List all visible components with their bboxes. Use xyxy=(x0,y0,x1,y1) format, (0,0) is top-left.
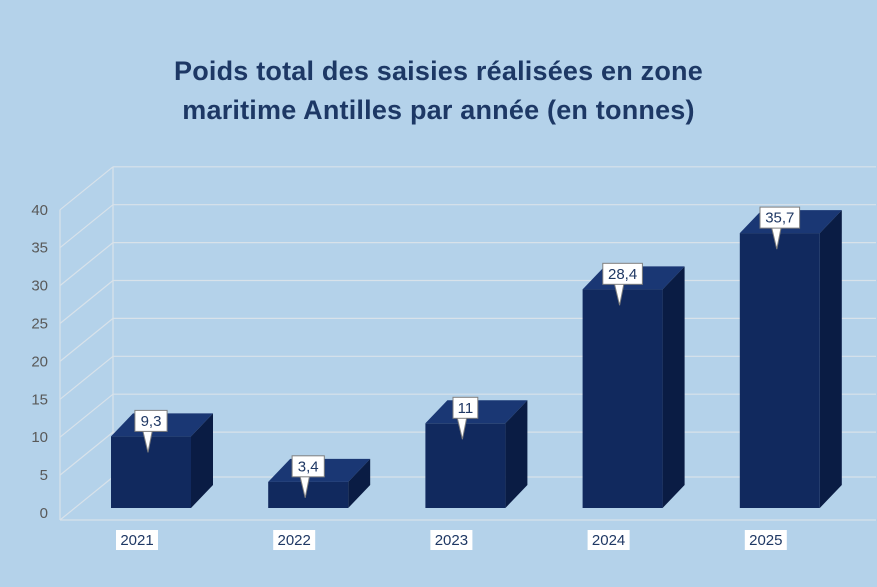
data-label-callout-2024: 28,4 xyxy=(602,262,643,306)
sidewall-gridline-0 xyxy=(59,476,114,521)
chart-title: Poids total des saisies réalisées en zon… xyxy=(0,52,877,130)
y-axis-tick-label-20: 20 xyxy=(31,353,48,370)
data-label-value: 9,3 xyxy=(141,413,162,430)
data-label-callout-2022: 3,4 xyxy=(291,455,325,498)
data-label-value: 35,7 xyxy=(765,210,794,227)
chart-title-line-2: maritime Antilles par année (en tonnes) xyxy=(182,95,695,125)
bar-front-face xyxy=(111,436,191,508)
x-axis-label-chip xyxy=(587,530,630,550)
sidewall-gridline-20 xyxy=(59,317,114,362)
data-label-value: 28,4 xyxy=(608,266,637,283)
x-axis-label-chip xyxy=(116,530,158,550)
y-axis-tick-label-10: 10 xyxy=(31,429,48,446)
y-axis-labels: 0 5 10 15 20 25 30 35 40 xyxy=(31,202,48,522)
x-axis-label-2023: 2023 xyxy=(430,530,473,550)
x-axis-labels: 2021 2022 2023 2024 2025 xyxy=(116,530,787,550)
callout-box xyxy=(134,409,168,432)
y-axis-tick-label-30: 30 xyxy=(31,278,48,295)
bar-front-face xyxy=(425,423,506,508)
y-axis-tick-label-15: 15 xyxy=(31,391,48,408)
data-label-callout-2023: 11 xyxy=(452,396,479,440)
x-axis-label-2025: 2025 xyxy=(744,530,787,550)
bar-2025 xyxy=(739,210,842,509)
x-axis-label-chip xyxy=(430,530,473,550)
bar-side-face xyxy=(505,400,528,508)
x-axis-label-text: 2023 xyxy=(435,532,468,549)
callout-box xyxy=(452,396,479,419)
bar-side-face xyxy=(662,266,685,508)
sidewall-gridline-40 xyxy=(59,166,114,211)
bar-side-face xyxy=(348,458,371,508)
data-label-callout-2025: 35,7 xyxy=(759,206,801,250)
x-axis-label-2024: 2024 xyxy=(587,530,630,550)
bar-2024 xyxy=(582,266,685,508)
sidewall-gridline-10 xyxy=(59,393,114,438)
data-label-value: 3,4 xyxy=(298,458,319,475)
bars xyxy=(111,210,842,509)
x-axis-label-chip xyxy=(744,530,787,550)
bar-side-face xyxy=(819,210,842,509)
x-axis-label-2022: 2022 xyxy=(273,530,316,550)
bar-front-face xyxy=(582,289,663,508)
sidewall-gridline-15 xyxy=(59,355,114,400)
sidewall-gridline-5 xyxy=(59,431,114,476)
sidewall-gridline-30 xyxy=(59,242,114,287)
bar-front-face xyxy=(268,481,349,508)
x-axis-label-text: 2022 xyxy=(278,532,311,549)
x-axis-label-text: 2025 xyxy=(749,532,782,549)
y-axis-tick-label-5: 5 xyxy=(40,467,48,484)
bar-front-face xyxy=(739,233,820,509)
data-label-callout-2021: 9,3 xyxy=(134,409,168,453)
y-axis-tick-label-35: 35 xyxy=(31,240,48,257)
bar-side-face xyxy=(191,413,213,508)
x-axis-label-2021: 2021 xyxy=(116,530,158,550)
y-axis-tick-label-40: 40 xyxy=(31,202,48,219)
x-axis-label-text: 2021 xyxy=(120,532,153,549)
callout-box xyxy=(759,206,801,229)
data-label-value: 11 xyxy=(458,400,474,417)
y-axis-tick-label-25: 25 xyxy=(31,316,48,333)
y-axis-tick-label-0: 0 xyxy=(40,505,48,522)
data-label-callouts: 9,3 3,4 11 28,4 35,7 xyxy=(134,206,801,498)
sidewall-gridline-35 xyxy=(59,204,114,249)
callout-box xyxy=(291,455,325,478)
chart-title-line-1: Poids total des saisies réalisées en zon… xyxy=(174,56,703,86)
callout-box xyxy=(602,262,643,285)
x-axis-label-chip xyxy=(273,530,316,550)
sidewall-gridline-25 xyxy=(59,280,114,324)
x-axis-label-text: 2024 xyxy=(592,532,625,549)
